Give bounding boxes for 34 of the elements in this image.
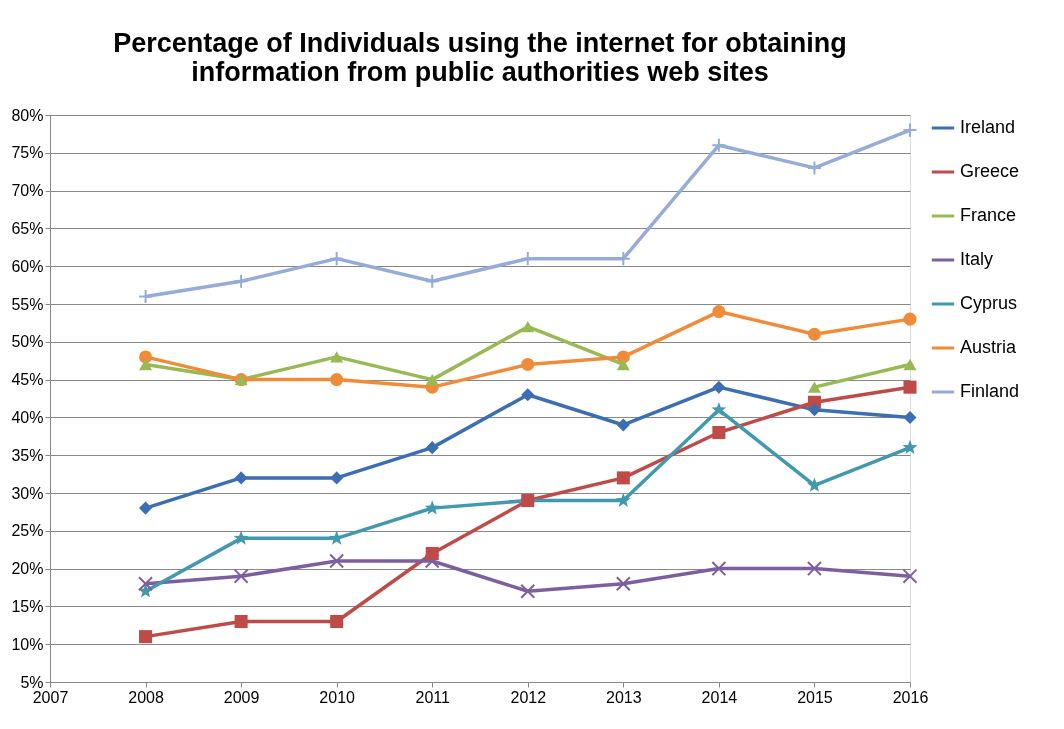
x-tick-label: 2015 xyxy=(797,688,833,706)
y-tick-label: 5% xyxy=(20,673,44,691)
x-tick-label: 2010 xyxy=(319,688,356,706)
y-tick-label: 70% xyxy=(11,182,44,200)
y-tick-label: 20% xyxy=(11,560,44,578)
x-tick-label: 2007 xyxy=(32,688,69,706)
legend-label: Cyprus xyxy=(960,293,1018,313)
y-tick-label: 55% xyxy=(11,295,44,313)
y-tick-label: 10% xyxy=(11,635,44,653)
y-tick-label: 30% xyxy=(11,484,44,502)
legend-label: Italy xyxy=(960,249,994,269)
x-tick-label: 2012 xyxy=(510,688,547,706)
legend-label: Austria xyxy=(960,337,1018,357)
legend-label: Finland xyxy=(960,381,1020,401)
y-tick-label: 50% xyxy=(11,333,44,351)
x-tick-label: 2014 xyxy=(701,688,738,706)
y-tick-label: 25% xyxy=(11,522,44,540)
y-tick-label: 80% xyxy=(11,106,44,124)
legend-label: France xyxy=(960,205,1017,225)
x-tick-label: 2013 xyxy=(606,688,642,706)
y-tick-label: 15% xyxy=(11,597,44,615)
y-tick-label: 35% xyxy=(11,446,44,464)
y-tick-label: 40% xyxy=(11,408,44,426)
y-tick-label: 75% xyxy=(11,144,44,162)
y-tick-label: 60% xyxy=(11,257,44,275)
y-tick-label: 65% xyxy=(11,219,44,237)
y-tick-label: 45% xyxy=(11,371,44,389)
chart-title: Percentage of Individuals using the internet for obtaining information from public authorities web sites xyxy=(113,28,847,87)
x-tick-label: 2008 xyxy=(128,688,164,706)
x-tick-label: 2011 xyxy=(415,688,451,706)
x-tick-label: 2009 xyxy=(223,688,260,706)
legend-label: Ireland xyxy=(960,117,1016,137)
legend-label: Greece xyxy=(960,161,1020,181)
x-tick-label: 2016 xyxy=(892,688,929,706)
